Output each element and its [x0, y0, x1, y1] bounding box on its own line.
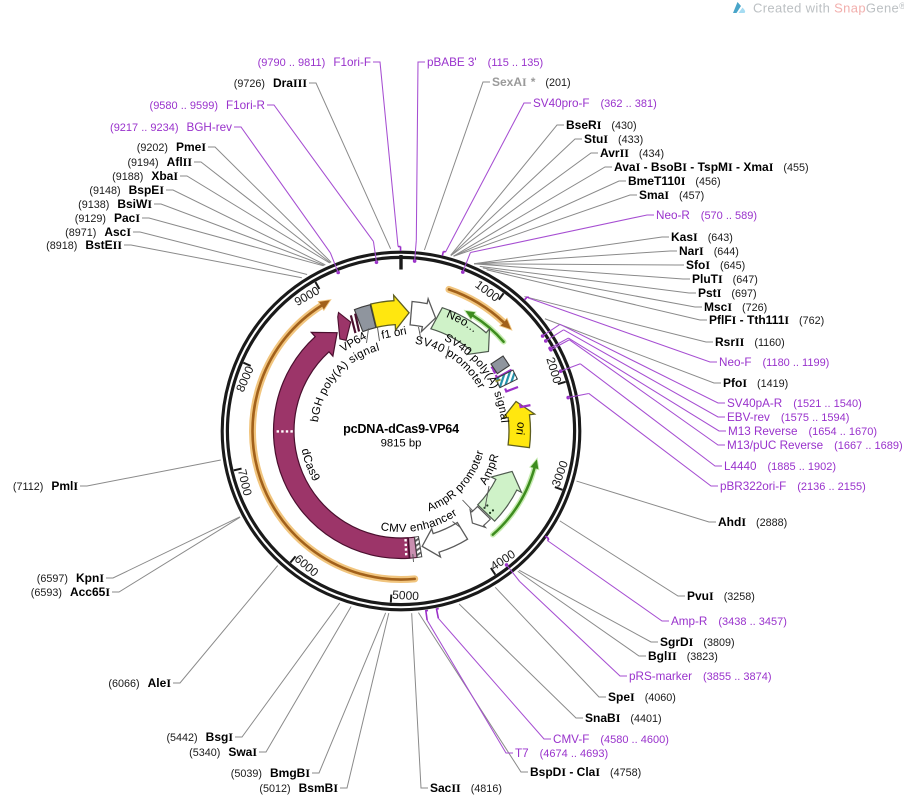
svg-text:9815 bp: 9815 bp: [381, 438, 422, 450]
svg-text:Created with SnapGene®: Created with SnapGene®: [753, 1, 904, 16]
svg-text:Neo-R(570 .. 589): Neo-R(570 .. 589): [656, 209, 757, 222]
svg-text:(5039)BmgBI: (5039)BmgBI: [231, 766, 311, 780]
svg-text:SV40pA-R(1521 .. 1540): SV40pA-R(1521 .. 1540): [727, 397, 862, 410]
svg-text:(9580 .. 9599)F1ori-R: (9580 .. 9599)F1ori-R: [150, 99, 265, 112]
svg-text:(5012)BsmBI: (5012)BsmBI: [259, 781, 338, 795]
svg-text:BspDI - ClaI(4758): BspDI - ClaI(4758): [530, 765, 641, 779]
svg-text:Amp-R(3438 .. 3457): Amp-R(3438 .. 3457): [671, 615, 787, 628]
svg-text:SexAI*(201): SexAI*(201): [492, 75, 571, 89]
svg-text:L4440(1885 .. 1902): L4440(1885 .. 1902): [724, 460, 836, 473]
svg-text:(9790 .. 9811)F1ori-F: (9790 .. 9811)F1ori-F: [258, 56, 371, 69]
svg-text:PflFI - Tth111I(762): PflFI - Tth111I(762): [709, 313, 824, 327]
svg-text:M13/pUC Reverse(1667 .. 1689): M13/pUC Reverse(1667 .. 1689): [727, 439, 903, 452]
svg-text:EBV-rev(1575 .. 1594): EBV-rev(1575 .. 1594): [727, 411, 849, 424]
svg-text:BmeT110I(456): BmeT110I(456): [628, 174, 721, 188]
svg-text:BseRI(430): BseRI(430): [566, 118, 637, 132]
svg-text:Neo-F(1180 .. 1199): Neo-F(1180 .. 1199): [719, 356, 829, 369]
svg-text:pcDNA-dCas9-VP64: pcDNA-dCas9-VP64: [343, 422, 459, 436]
svg-text:CMV-F(4580 .. 4600): CMV-F(4580 .. 4600): [553, 733, 669, 746]
svg-text:(9217 .. 9234)BGH-rev: (9217 .. 9234)BGH-rev: [110, 121, 232, 134]
svg-text:(6593)Acc65I: (6593)Acc65I: [31, 585, 111, 599]
svg-text:5000: 5000: [392, 588, 420, 604]
svg-text:ori: ori: [513, 421, 527, 435]
